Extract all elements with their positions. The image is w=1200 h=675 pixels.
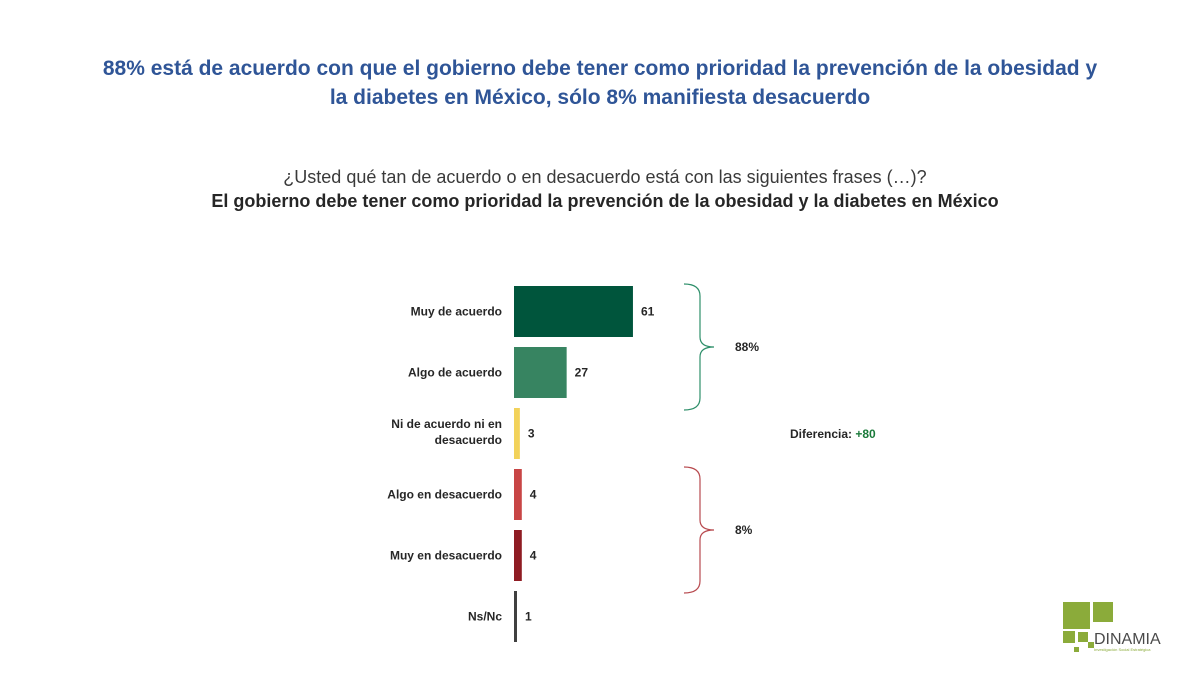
value-label: 61 (641, 305, 655, 319)
survey-question: ¿Usted qué tan de acuerdo o en desacuerd… (283, 167, 927, 187)
value-label: 4 (530, 488, 537, 502)
category-label: Muy de acuerdo (411, 305, 502, 319)
bar (514, 408, 520, 459)
difference-annotation: Diferencia: +80 (790, 427, 876, 441)
bar (514, 469, 522, 520)
logo-tagline: Investigación Social Estratégica (1094, 647, 1151, 652)
group-bracket (683, 466, 715, 594)
logo-name: DINAMIA (1094, 631, 1161, 648)
value-label: 3 (528, 427, 535, 441)
dinamia-logo: DINAMIA Investigación Social Estratégica (1063, 602, 1161, 652)
survey-statement: El gobierno debe tener como prioridad la… (211, 191, 999, 211)
category-label: Ni de acuerdo ni en desacuerdo (391, 417, 502, 447)
group-label: 8% (735, 523, 753, 537)
value-label: 1 (525, 610, 532, 624)
bar (514, 591, 517, 642)
group-label: 88% (735, 340, 759, 354)
value-label: 4 (530, 549, 537, 563)
bar (514, 286, 633, 337)
chart-title: 88% está de acuerdo con que el gobierno … (102, 57, 1098, 109)
group-bracket (683, 283, 715, 411)
category-label: Algo de acuerdo (408, 366, 502, 380)
value-label: 27 (575, 366, 589, 380)
category-label: Ns/Nc (468, 610, 502, 624)
bar (514, 347, 567, 398)
bar (514, 530, 522, 581)
category-label: Muy en desacuerdo (390, 549, 502, 563)
category-label: Algo en desacuerdo (387, 488, 502, 502)
